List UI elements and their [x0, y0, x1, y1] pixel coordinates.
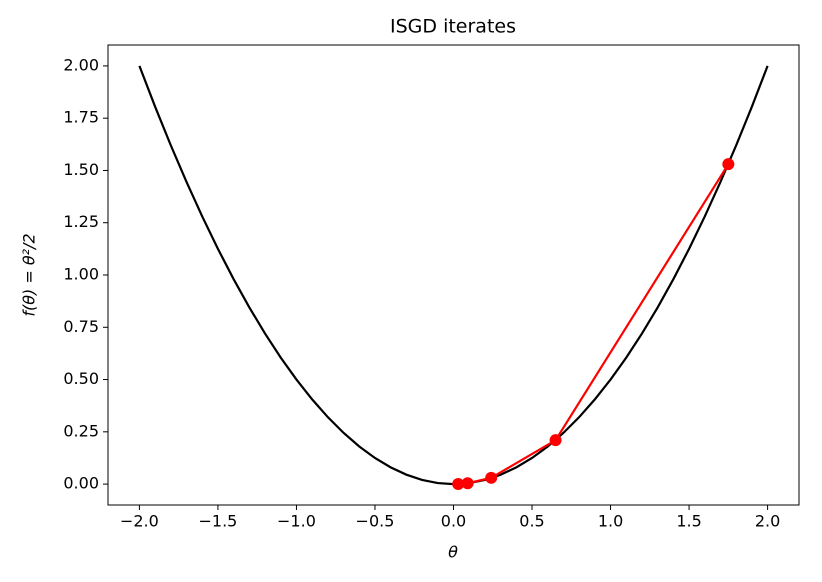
- marker: [461, 477, 474, 490]
- y-tick-label: 0.25: [63, 421, 99, 440]
- x-tick-label: −0.5: [356, 512, 395, 531]
- y-tick-label: 1.50: [63, 160, 99, 179]
- x-tick-label: 2.0: [755, 512, 780, 531]
- y-axis-label: f(θ) = θ²/2: [20, 233, 39, 316]
- y-tick-label: 0.00: [63, 474, 99, 493]
- x-tick-label: −1.0: [277, 512, 316, 531]
- y-tick-label: 1.75: [63, 108, 99, 127]
- marker: [722, 158, 735, 171]
- plot-frame: [107, 44, 800, 506]
- x-tick-label: 0.0: [441, 512, 466, 531]
- x-tick-label: 1.0: [598, 512, 623, 531]
- y-tick-label: 2.00: [63, 55, 99, 74]
- line: [138, 65, 769, 486]
- marker: [452, 477, 465, 490]
- marker: [549, 434, 562, 447]
- y-tick-label: 1.25: [63, 212, 99, 231]
- y-tick-label: 0.75: [63, 317, 99, 336]
- chart-title: ISGD iterates: [390, 16, 516, 38]
- y-tick-label: 1.00: [63, 265, 99, 284]
- x-tick-label: −2.0: [120, 512, 159, 531]
- line: [458, 163, 730, 486]
- marker: [485, 471, 498, 484]
- x-tick-label: 1.5: [676, 512, 701, 531]
- x-axis-label: θ: [448, 543, 458, 562]
- x-tick-label: 0.5: [519, 512, 544, 531]
- y-tick-label: 0.50: [63, 369, 99, 388]
- x-tick-label: −1.5: [199, 512, 238, 531]
